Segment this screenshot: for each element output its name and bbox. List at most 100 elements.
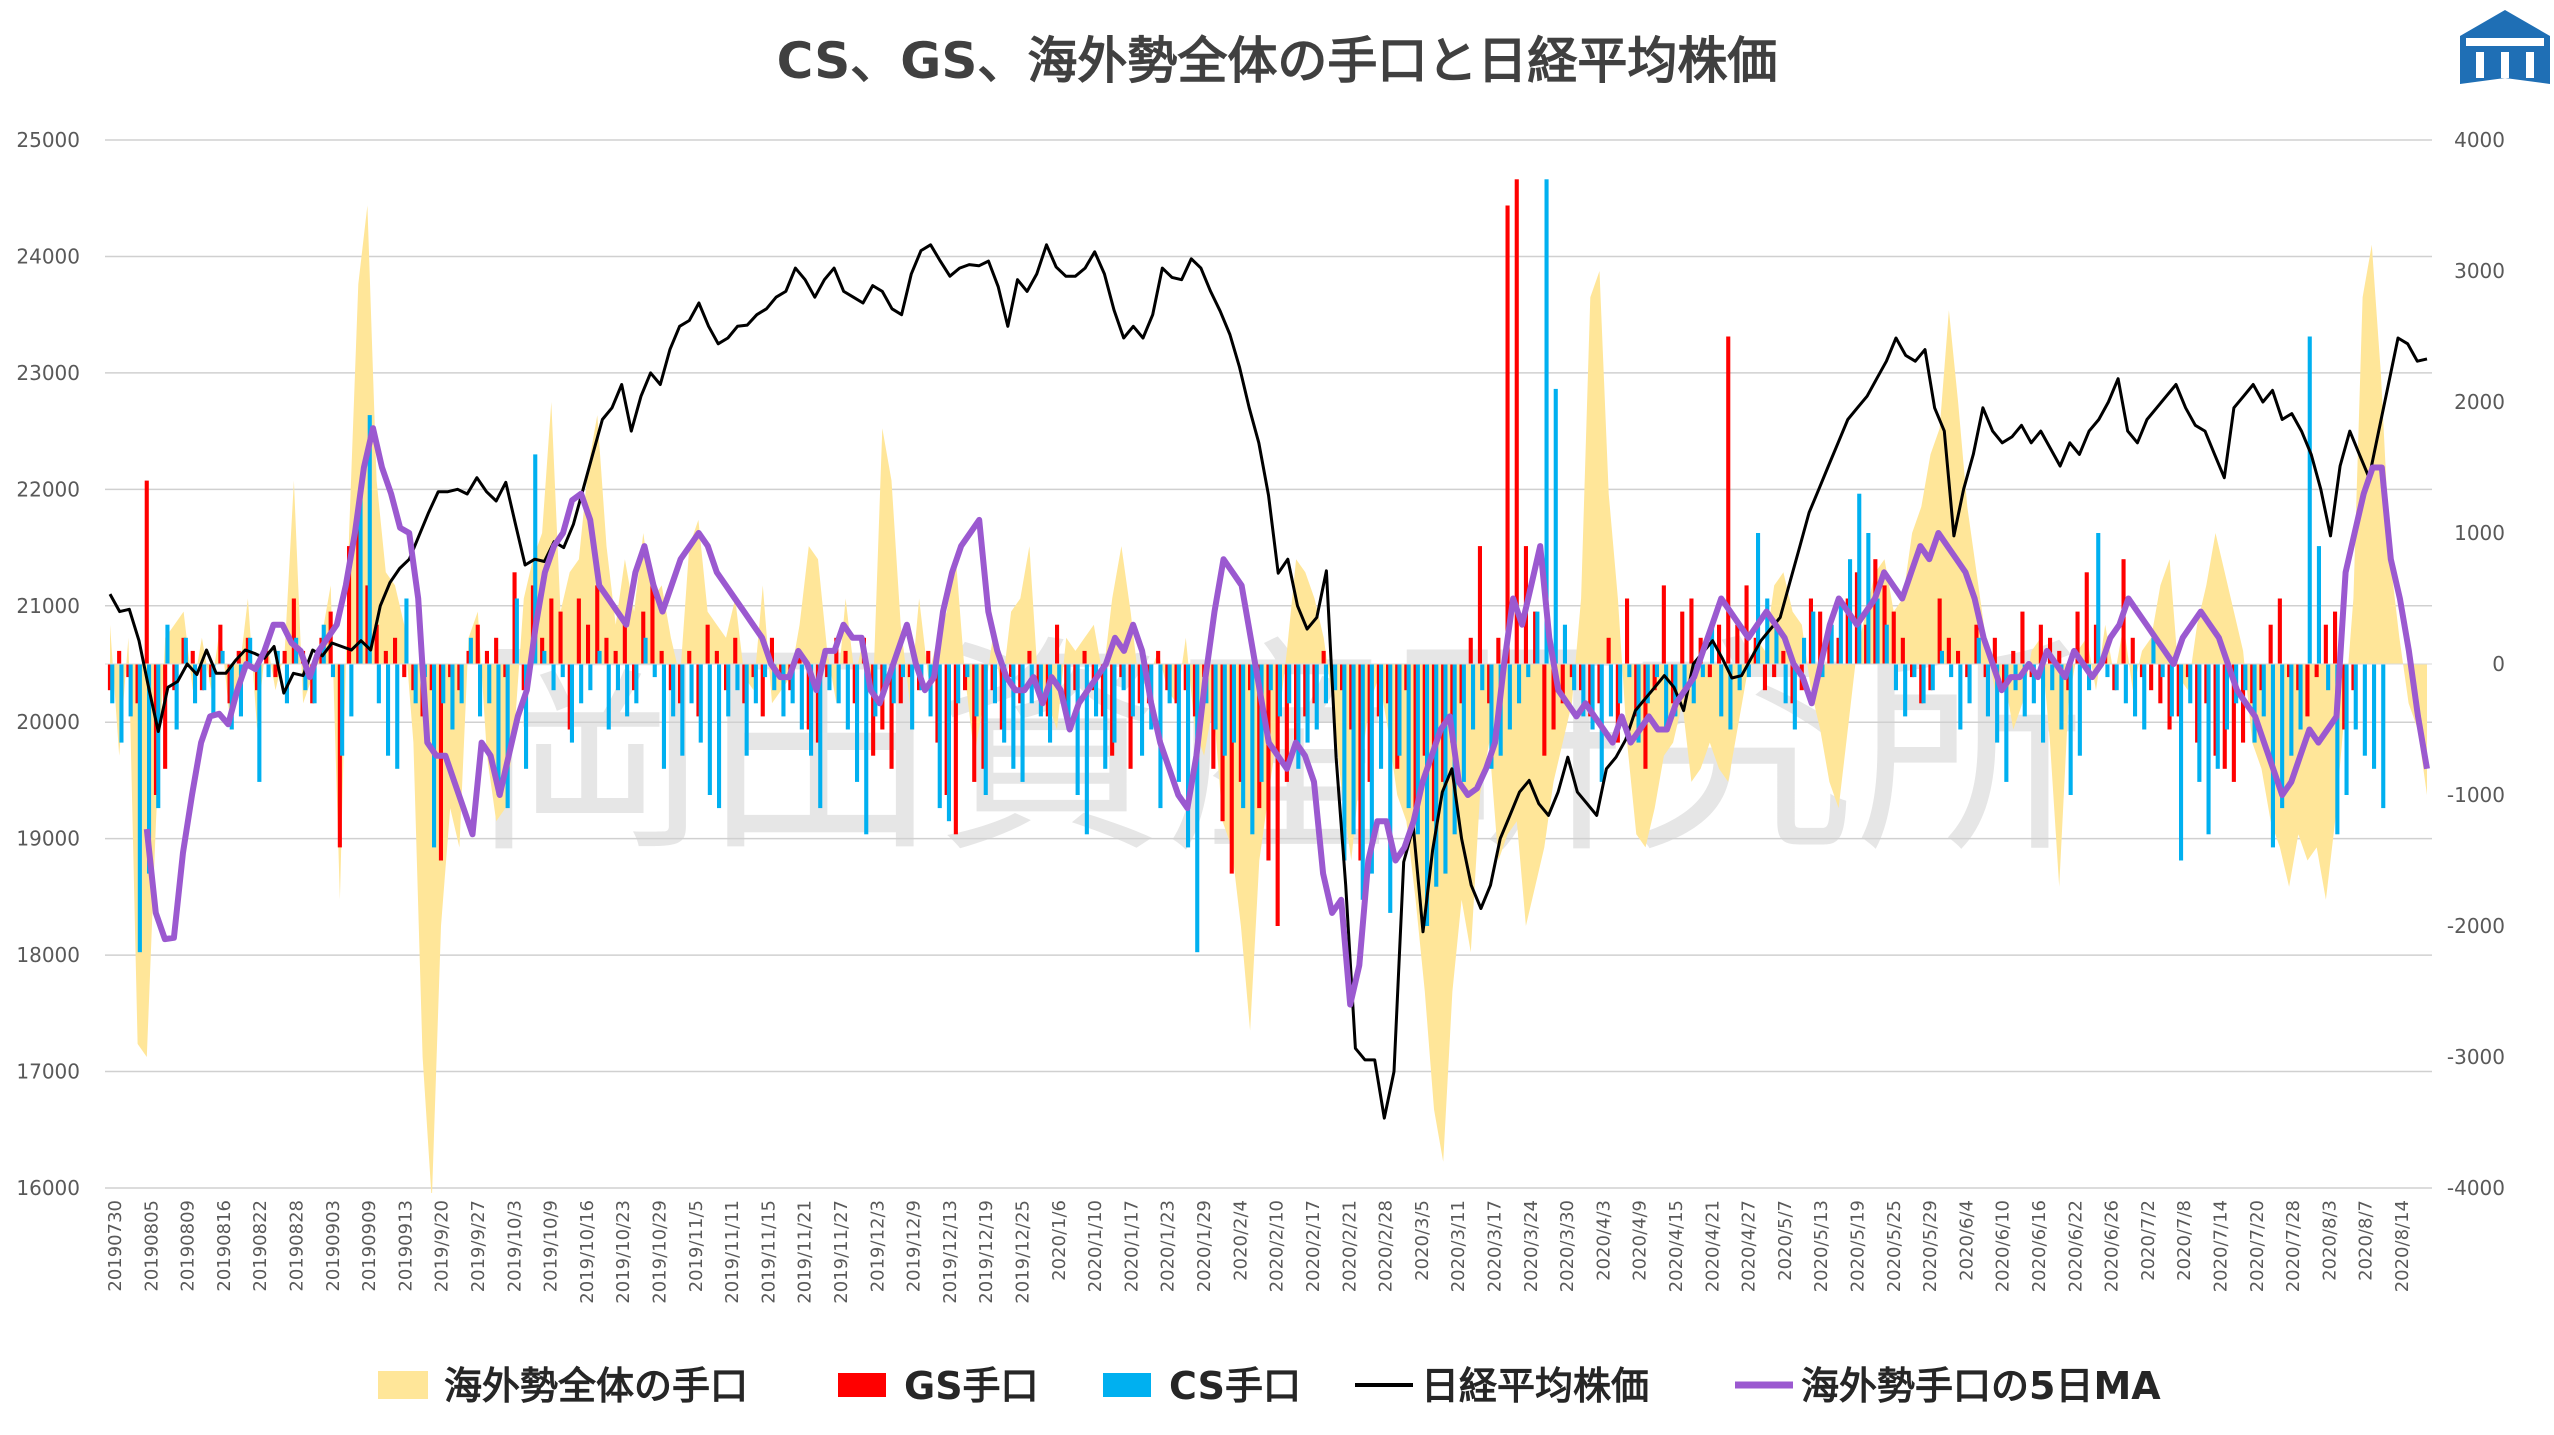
bar-gs [871, 664, 876, 756]
bar-gs [2213, 664, 2218, 756]
x-tick-label: 2019/12/25 [1013, 1200, 1034, 1304]
bar-gs [2277, 598, 2282, 664]
bar-gs [1312, 664, 1317, 704]
bar-cs [1572, 664, 1577, 691]
watermark: 岡田資産研究所 [475, 618, 2085, 885]
logo-pillar [2476, 52, 2484, 78]
bar-gs [1983, 664, 1988, 678]
bar-gs [1762, 664, 1767, 691]
bar-cs [1369, 664, 1374, 874]
bar-cs [2151, 637, 2156, 664]
bar-gs [199, 664, 204, 691]
legend-item: 海外勢手口の5日MA [1735, 1364, 2161, 1408]
x-tick-label: 2020/2/17 [1303, 1200, 1324, 1292]
bar-cs [2344, 664, 2349, 795]
bar-cs [560, 664, 565, 678]
y-tick-left: 19000 [16, 827, 80, 851]
bar-cs [1875, 598, 1880, 664]
bar-gs [1009, 664, 1014, 678]
bar-gs [356, 519, 361, 664]
bar-gs [1808, 598, 1813, 664]
bar-cs [1618, 664, 1623, 704]
bar-cs [2169, 664, 2174, 717]
bar-cs [606, 664, 611, 730]
bar-cs [441, 664, 446, 704]
bar-cs [156, 664, 161, 809]
x-tick-label: 2019/10/3 [504, 1200, 525, 1292]
bar-cs [1829, 624, 1834, 664]
bar-gs [2075, 611, 2080, 664]
bar-gs [484, 650, 489, 664]
bar-cs [1985, 664, 1990, 717]
bar-cs [1544, 179, 1549, 665]
bar-gs [1652, 664, 1657, 691]
bar-gs [2231, 664, 2236, 782]
bar-cs [1921, 664, 1926, 704]
bar-cs [744, 664, 749, 756]
bar-cs [1176, 664, 1181, 782]
bar-gs [1376, 664, 1381, 717]
y-axis-right: 4000 3000 2000 1000 0 -1000 -2000 -3000 -4000 [2447, 128, 2505, 1200]
bar-cs [1342, 664, 1347, 861]
bar-cs [349, 664, 354, 717]
bar-gs [1275, 664, 1280, 926]
bar-cs [2096, 533, 2101, 664]
bar-gs [567, 664, 572, 730]
bar-cs [2022, 664, 2027, 717]
bar-gs [641, 611, 646, 664]
bar-cs [1471, 664, 1476, 730]
x-tick-label: 2020/1/23 [1158, 1200, 1179, 1292]
bar-gs [1891, 611, 1896, 664]
bar-cs [2068, 664, 2073, 795]
x-tick-label: 2020/3/24 [1521, 1200, 1542, 1292]
bar-cs [845, 664, 850, 730]
bar-gs [1726, 336, 1731, 664]
bar-cs [1535, 611, 1540, 664]
bar-gs [1220, 664, 1225, 822]
bar-cs [1066, 664, 1071, 730]
bar-cs [1654, 664, 1659, 678]
bar-gs [310, 664, 315, 704]
bar-cs [1388, 664, 1393, 913]
bar-gs [1257, 664, 1262, 809]
bar-cs [1002, 664, 1007, 743]
bar-gs [1156, 650, 1161, 664]
bar-gs [466, 650, 471, 664]
x-tick-label: 20190828 [287, 1200, 308, 1292]
x-tick-label: 2020/6/4 [1956, 1200, 1977, 1281]
bar-cs [266, 664, 271, 678]
bar-cs [992, 664, 997, 704]
bar-gs [2176, 664, 2181, 717]
bar-cs [2105, 664, 2110, 678]
bar-cs [2142, 664, 2147, 730]
bar-cs [110, 664, 115, 704]
y-tick-right: -2000 [2447, 914, 2505, 938]
bar-gs [2333, 611, 2338, 664]
bar-gs [1477, 546, 1482, 664]
bar-cs [1719, 664, 1724, 717]
bar-gs [1395, 664, 1400, 769]
bar-gs [1137, 664, 1142, 704]
x-tick-label: 2019/11/11 [722, 1200, 743, 1304]
bar-cs [2215, 664, 2220, 769]
bar-gs [1514, 179, 1519, 665]
x-tick-label: 20190903 [323, 1200, 344, 1292]
x-tick-label: 2020/5/13 [1811, 1200, 1832, 1292]
legend-swatch [378, 1371, 428, 1399]
legend-swatch [1103, 1373, 1151, 1397]
bar-cs [1296, 664, 1301, 769]
bar-cs [1084, 664, 1089, 835]
bar-cs [137, 664, 142, 953]
bar-cs [1333, 664, 1338, 691]
bar-cs [1590, 664, 1595, 730]
bar-gs [2296, 664, 2301, 691]
bar-cs [2077, 664, 2082, 756]
bar-gs [1505, 205, 1510, 664]
line-nikkei [108, 243, 2428, 1120]
bar-gs [687, 650, 692, 664]
bar-gs [2093, 624, 2098, 664]
bar-cs [1930, 664, 1935, 691]
bar-gs [733, 637, 738, 664]
y-axis-left: 25000 24000 23000 22000 21000 20000 19000 18000… [16, 128, 80, 1200]
bar-gs [1100, 664, 1105, 717]
